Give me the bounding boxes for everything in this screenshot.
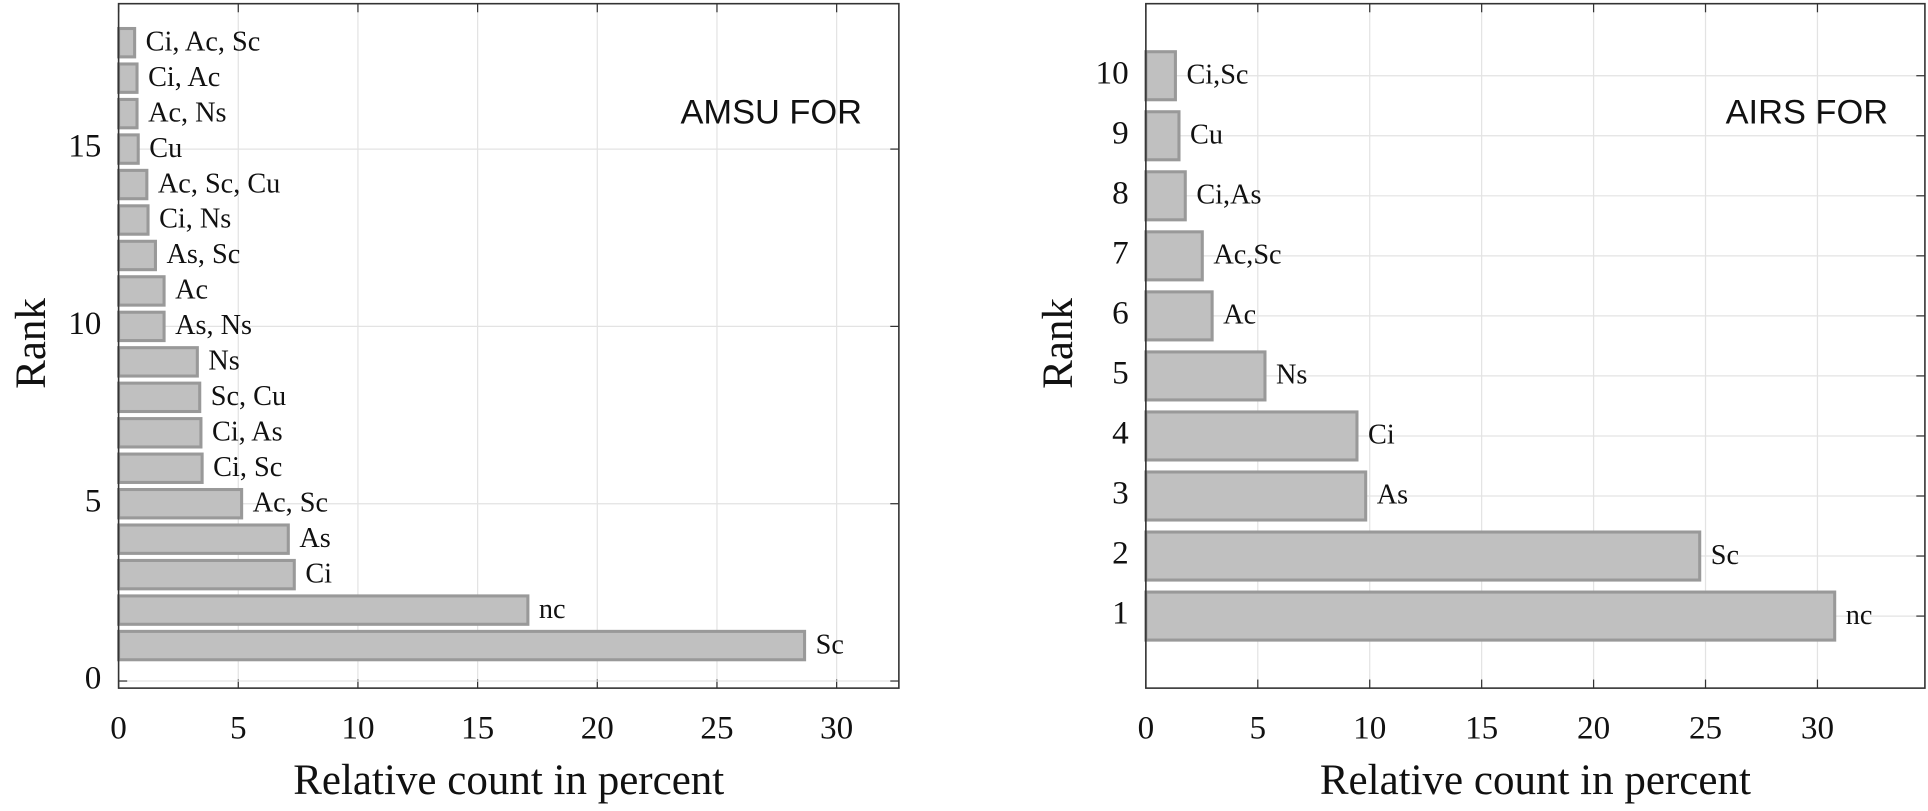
bar	[117, 204, 150, 236]
bar-label: Ac, Sc	[253, 487, 328, 518]
bar-label: As, Ns	[175, 310, 252, 341]
bar-label: Sc, Cu	[211, 381, 286, 412]
x-tick-label: 30	[820, 710, 853, 747]
bar	[117, 310, 166, 343]
bar	[1144, 170, 1187, 222]
bar-label: Ns	[208, 346, 239, 377]
bar-label: Ci, Ns	[159, 204, 231, 235]
x-tick-label: 15	[1465, 710, 1498, 747]
x-tick-label: 5	[1250, 710, 1267, 747]
bar	[117, 168, 149, 201]
y-tick-label: 5	[85, 482, 102, 519]
bar	[117, 487, 244, 520]
bar	[117, 133, 140, 165]
bar	[1144, 410, 1359, 462]
bar-label: Ns	[1276, 360, 1307, 391]
axes-frame	[1145, 2, 1926, 689]
x-tick-label: 30	[1801, 710, 1834, 747]
bar-label: Sc	[1711, 540, 1739, 571]
bar-label: Cu	[1190, 119, 1223, 150]
y-tick-label: 10	[68, 305, 101, 342]
y-axis-label: Rank	[8, 298, 55, 389]
y-tick-label: 2	[1112, 535, 1129, 572]
y-tick-label: 0	[85, 660, 102, 697]
x-tick-label: 20	[581, 710, 614, 747]
bar-label: As	[299, 523, 330, 554]
bar	[1144, 110, 1181, 162]
bar-label: As	[1377, 480, 1408, 511]
x-tick-label: 20	[1577, 710, 1610, 747]
x-tick-label: 10	[341, 710, 374, 747]
y-tick-label: 9	[1112, 114, 1129, 151]
x-tick-label: 10	[1353, 710, 1386, 747]
bar-label: nc	[539, 594, 566, 625]
bar	[117, 594, 530, 626]
bar-label: Sc	[816, 629, 844, 660]
y-tick-label: 1	[1112, 595, 1129, 632]
y-tick-label: 3	[1112, 475, 1129, 512]
x-tick-label: 0	[1138, 710, 1155, 747]
y-tick-label: 6	[1112, 294, 1129, 331]
axes-frame	[117, 2, 900, 689]
bar-label: Ci, Sc	[213, 452, 282, 483]
y-tick-label: 5	[1112, 355, 1129, 392]
bar	[117, 62, 139, 94]
bar-label: Ac	[1223, 300, 1256, 331]
annotation: AIRS FOR	[1726, 93, 1888, 131]
y-tick-label: 10	[1096, 54, 1129, 91]
bar	[117, 417, 203, 449]
x-tick-label: 5	[230, 710, 247, 747]
bar-label: As, Sc	[167, 239, 241, 270]
x-axis-label: Relative count in percent	[1320, 757, 1751, 804]
x-tick-label: 25	[1689, 710, 1722, 747]
bar	[1144, 590, 1837, 642]
bar-label: Ci,Sc	[1186, 59, 1248, 90]
bar-label: Ci, Ac, Sc	[146, 26, 261, 57]
bar	[117, 346, 199, 378]
bar	[117, 523, 290, 555]
bar	[1144, 230, 1204, 282]
y-tick-label: 8	[1112, 174, 1129, 211]
bar	[117, 97, 139, 130]
bar	[117, 275, 166, 307]
y-axis-label: Rank	[1035, 298, 1082, 389]
bar	[117, 381, 202, 414]
x-tick-label: 15	[461, 710, 494, 747]
bar	[117, 26, 137, 59]
bar	[117, 629, 807, 662]
bar-label: Ac, Ns	[148, 97, 226, 128]
bar-label: Cu	[149, 133, 182, 164]
bar-label: Ac	[175, 275, 208, 306]
y-tick-label: 4	[1112, 415, 1129, 452]
bar-label: Ci,As	[1196, 180, 1261, 211]
bar	[1144, 470, 1368, 522]
bar-label: nc	[1846, 600, 1873, 631]
bar	[117, 452, 204, 484]
bar	[117, 239, 157, 272]
bar	[1144, 50, 1177, 102]
bar-label: Ac,Sc	[1213, 240, 1281, 271]
x-tick-label: 0	[110, 710, 127, 747]
bar-label: Ci, As	[212, 417, 283, 448]
bar-label: Ci	[305, 558, 332, 589]
annotation: AMSU FOR	[680, 93, 862, 131]
bar	[1144, 350, 1267, 402]
bar	[1144, 290, 1214, 342]
bar-label: Ci, Ac	[148, 62, 220, 93]
bar	[1144, 530, 1702, 582]
bar	[117, 558, 296, 591]
x-tick-label: 25	[700, 710, 733, 747]
bar-label: Ci	[1368, 420, 1395, 451]
y-tick-label: 7	[1112, 234, 1129, 271]
x-axis-label: Relative count in percent	[293, 757, 724, 804]
bar-label: Ac, Sc, Cu	[158, 168, 280, 199]
y-tick-label: 15	[68, 128, 101, 165]
